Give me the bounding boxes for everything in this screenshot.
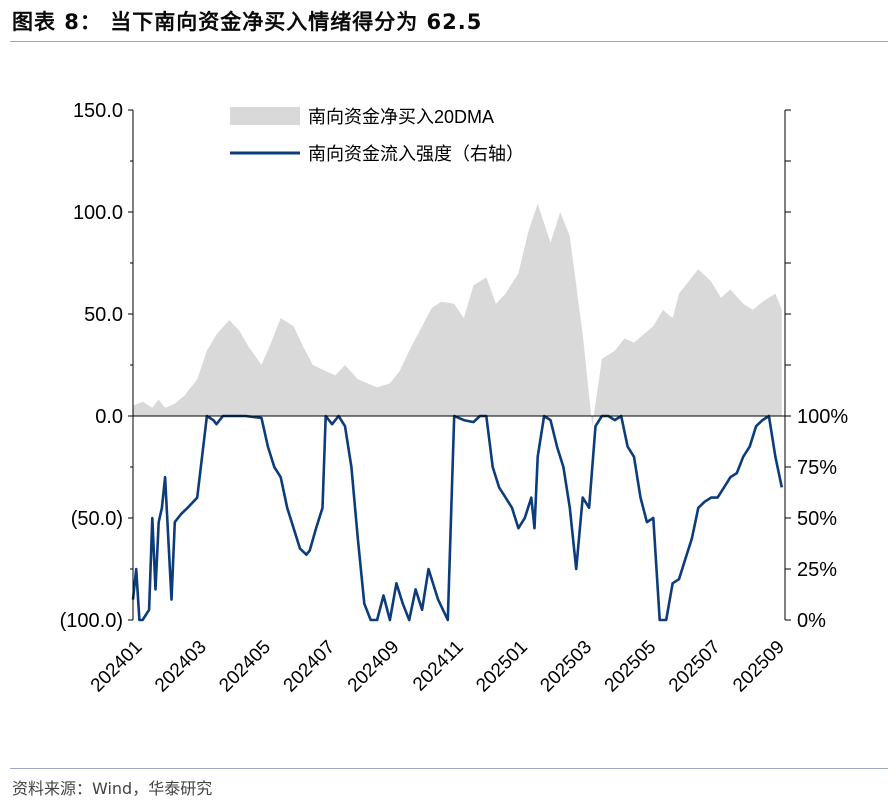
source-note: 资料来源：Wind，华泰研究: [12, 779, 213, 798]
x-tick-label: 202411: [409, 637, 468, 696]
x-tick-label: 202405: [215, 637, 275, 697]
legend-label-line: 南向资金流入强度（右轴）: [308, 144, 524, 164]
left-tick-label: (100.0): [60, 610, 123, 632]
x-tick-label: 202501: [472, 637, 532, 697]
x-tick-label: 202403: [151, 637, 211, 697]
legend-swatch-area: [230, 107, 300, 125]
bottom-rule: [10, 768, 888, 769]
right-tick-label: 50%: [797, 508, 837, 530]
left-tick-label: 0.0: [95, 406, 123, 428]
x-tick-label: 202509: [729, 637, 789, 697]
area-net-buy-20dma: [133, 203, 782, 427]
line-series-layer: [131, 414, 784, 622]
figure-title: 图表 8： 当下南向资金净买入情绪得分为 62.5: [12, 10, 483, 34]
left-tick-label: 150.0: [73, 100, 123, 122]
x-tick-label: 202409: [344, 637, 404, 697]
right-tick-label: 25%: [797, 559, 837, 581]
x-tick-label: 202401: [87, 637, 147, 697]
area-series-layer: [133, 203, 782, 427]
right-tick-label: 75%: [797, 457, 837, 479]
left-tick-label: 50.0: [84, 304, 123, 326]
top-rule: [10, 41, 888, 42]
legend-label-area: 南向资金净买入20DMA: [308, 107, 494, 127]
left-tick-label: (50.0): [71, 508, 123, 530]
left-tick-label: 100.0: [73, 202, 123, 224]
chart: 150.0 100.0 50.0 0.0 (50.0) (100.0) 100% 75% 50%…: [60, 100, 849, 697]
right-tick-label: 100%: [797, 406, 848, 428]
x-tick-label: 202503: [537, 637, 597, 697]
x-tick-label: 202505: [601, 637, 661, 697]
right-tick-label: 0%: [797, 610, 826, 632]
x-tick-label: 202507: [665, 637, 725, 697]
legend: 南向资金净买入20DMA 南向资金流入强度（右轴）: [230, 107, 524, 164]
x-tick-label: 202407: [280, 637, 340, 697]
line-inflow-intensity: [131, 414, 784, 622]
